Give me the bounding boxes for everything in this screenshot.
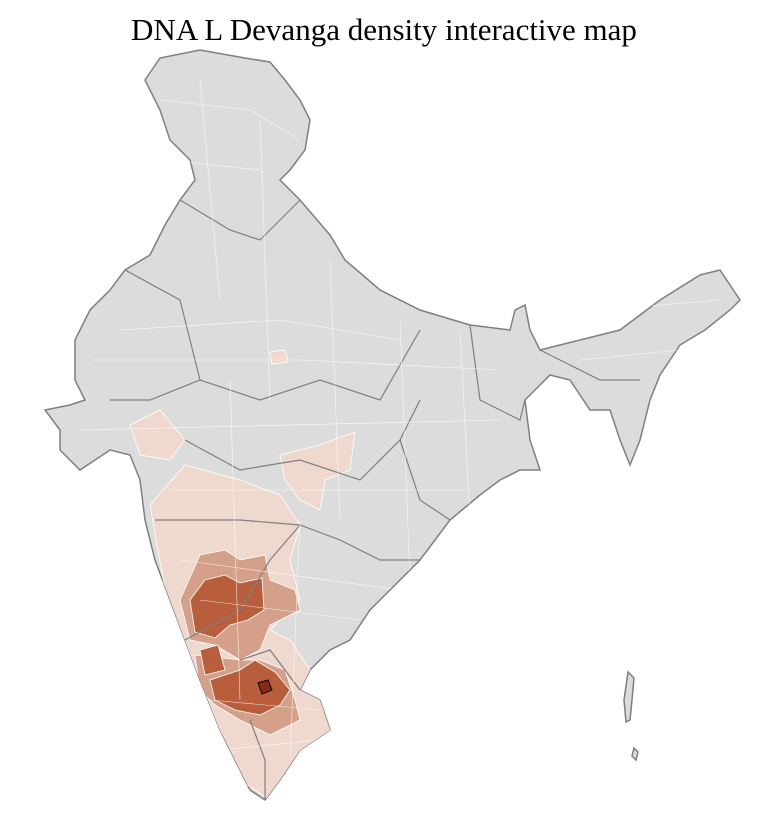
region-low-central[interactable] bbox=[279, 431, 356, 511]
region-high-central-karnataka[interactable] bbox=[199, 644, 226, 676]
density-regions bbox=[129, 349, 356, 800]
region-low-gujarat[interactable] bbox=[129, 409, 186, 461]
district-borders bbox=[79, 79, 721, 761]
andaman-islands bbox=[623, 670, 639, 762]
region-high-south-karnataka[interactable] bbox=[209, 659, 291, 716]
map-title: DNA L Devanga density interactive map bbox=[131, 12, 637, 47]
region-highest-bangalore[interactable] bbox=[257, 679, 273, 695]
state-borders bbox=[110, 199, 640, 800]
region-low-rajasthan[interactable] bbox=[269, 349, 289, 365]
region-high-north-karnataka[interactable] bbox=[189, 574, 265, 639]
